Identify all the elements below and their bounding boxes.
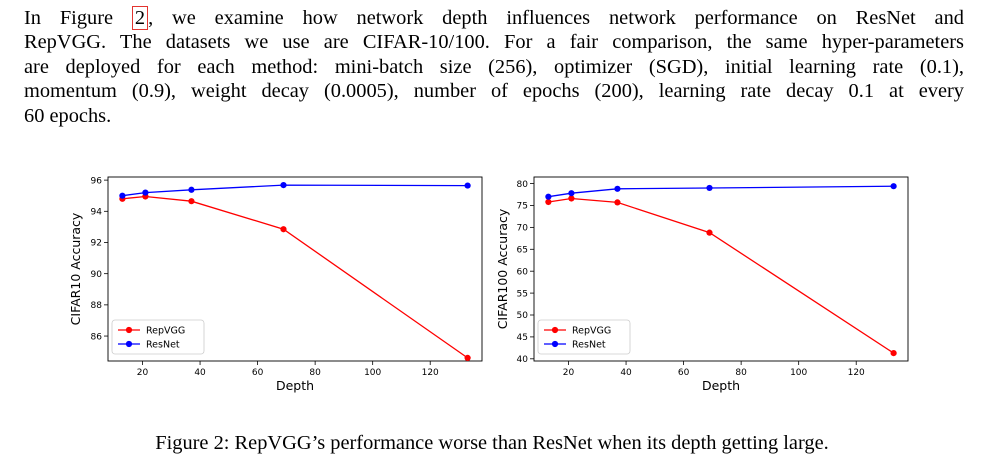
legend-marker-repvgg — [125, 326, 133, 334]
paragraph-line: RepVGG. The datasets we use are CIFAR-10… — [24, 31, 964, 54]
data-point-repvgg — [280, 226, 287, 233]
data-point-repvgg — [188, 198, 195, 205]
data-point-resnet — [614, 185, 621, 192]
data-point-repvgg — [706, 229, 713, 236]
data-point-repvgg — [568, 195, 575, 202]
y-tick-label: 65 — [517, 245, 528, 255]
y-tick-label: 96 — [91, 176, 103, 186]
y-tick-label: 50 — [517, 311, 529, 321]
plot-frame — [533, 176, 909, 362]
x-axis-label: Depth — [276, 378, 314, 393]
y-tick-label: 92 — [91, 239, 102, 249]
paragraph-line: In Figure 2, we examine how network dept… — [24, 6, 964, 30]
x-tick-label: 80 — [735, 368, 747, 378]
figure-caption: Figure 2: RepVGG’s performance worse tha… — [155, 432, 829, 454]
data-point-repvgg — [464, 354, 471, 361]
x-tick-label: 60 — [252, 368, 264, 378]
x-tick-label: 20 — [563, 368, 575, 378]
x-tick-label: 60 — [678, 368, 690, 378]
y-tick-label: 70 — [517, 224, 529, 234]
y-tick-label: 40 — [517, 355, 529, 365]
data-point-resnet — [545, 193, 552, 200]
x-axis-label: Depth — [702, 378, 740, 393]
paragraph-line: 60 epochs. — [24, 104, 112, 127]
x-tick-label: 100 — [364, 368, 381, 378]
y-tick-label: 94 — [91, 208, 103, 218]
x-tick-label: 120 — [848, 368, 865, 378]
legend-box — [111, 319, 205, 355]
y-tick-label: 88 — [91, 301, 103, 311]
paragraph-line: momentum (0.9), weight decay (0.0005), n… — [24, 80, 964, 103]
figure-reference-link[interactable]: 2 — [131, 6, 149, 30]
legend-label: RepVGG — [572, 326, 611, 337]
paragraph-text: , we examine how network depth influence… — [148, 7, 964, 29]
legend-label: ResNet — [572, 340, 606, 351]
data-point-resnet — [568, 190, 575, 197]
y-tick-label: 45 — [517, 333, 528, 343]
data-point-repvgg — [614, 199, 621, 206]
y-axis-label: CIFAR100 Accuracy — [495, 208, 510, 329]
data-point-repvgg — [545, 198, 552, 206]
y-tick-label: 90 — [91, 270, 103, 280]
y-axis-label: CIFAR10 Accuracy — [68, 212, 83, 325]
x-tick-label: 120 — [422, 368, 439, 378]
x-tick-label: 100 — [790, 368, 807, 378]
legend-label: ResNet — [146, 340, 180, 351]
x-tick-label: 40 — [194, 368, 206, 378]
data-point-resnet — [188, 186, 195, 193]
data-point-resnet — [142, 189, 149, 196]
y-tick-label: 75 — [517, 202, 528, 212]
legend-label: RepVGG — [146, 326, 185, 337]
legend-marker-resnet — [125, 340, 133, 348]
x-tick-label: 40 — [620, 368, 632, 378]
data-point-resnet — [890, 183, 897, 190]
paragraph-line: are deployed for each method: mini-batch… — [24, 55, 964, 78]
x-tick-label: 80 — [309, 368, 321, 378]
data-point-resnet — [464, 182, 471, 189]
series-line-resnet — [548, 185, 894, 198]
data-point-resnet — [706, 184, 713, 192]
data-point-repvgg — [890, 350, 897, 357]
plot-frame — [107, 176, 483, 362]
data-point-resnet — [119, 192, 126, 199]
y-tick-label: 60 — [517, 267, 529, 277]
y-tick-label: 86 — [91, 332, 103, 342]
body-paragraph: In Figure 2, we examine how network dept… — [24, 6, 964, 128]
legend-box — [537, 319, 631, 355]
legend-marker-repvgg — [551, 326, 559, 334]
paragraph-text: In Figure — [24, 7, 132, 29]
data-point-resnet — [280, 182, 287, 189]
legend-marker-resnet — [551, 340, 559, 348]
y-tick-label: 80 — [517, 180, 529, 190]
x-tick-label: 20 — [137, 368, 149, 378]
y-tick-label: 55 — [517, 289, 528, 299]
